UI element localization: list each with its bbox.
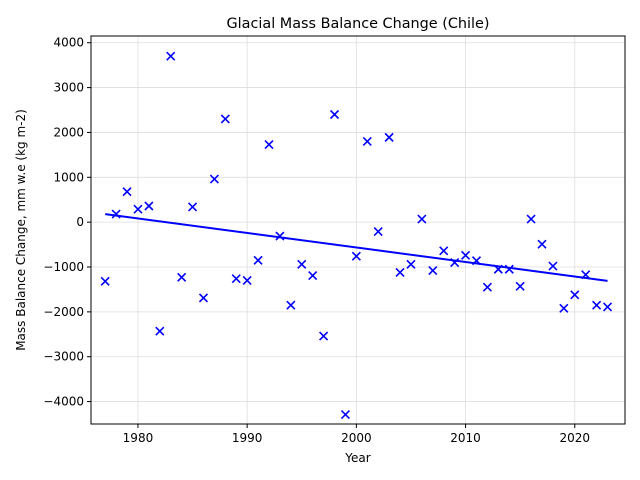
y-tick-label: 1000 — [53, 170, 84, 184]
data-point — [340, 410, 351, 420]
data-point — [220, 114, 230, 124]
data-point — [155, 326, 165, 336]
grid-lines — [91, 36, 625, 424]
data-point — [362, 136, 372, 146]
x-tick-label: 1990 — [232, 431, 263, 445]
data-point — [231, 274, 241, 284]
data-point — [406, 259, 416, 269]
data-point — [602, 302, 613, 312]
x-tick-label: 1980 — [123, 431, 154, 445]
data-point — [471, 256, 482, 266]
data-point — [177, 272, 187, 282]
data-point — [526, 214, 536, 224]
x-axis-label: Year — [344, 451, 370, 465]
data-point — [537, 239, 547, 249]
trend-line — [105, 213, 608, 282]
y-tick-label: −1000 — [43, 260, 84, 274]
data-point — [198, 293, 209, 303]
data-point — [384, 132, 394, 142]
data-point — [373, 227, 383, 237]
y-axis-ticks: −4000 −3000 −2000 −1000 0 1000 2000 3000 4000 — [43, 36, 91, 409]
data-point — [504, 264, 514, 274]
data-point — [439, 246, 449, 256]
data-point — [570, 290, 580, 300]
data-point — [111, 209, 121, 219]
y-tick-label: 0 — [76, 215, 84, 229]
x-tick-label: 2020 — [559, 431, 590, 445]
data-point — [460, 250, 471, 260]
data-point — [264, 139, 274, 150]
data-point — [559, 303, 569, 313]
x-tick-label: 2010 — [450, 431, 481, 445]
data-point — [395, 267, 405, 277]
data-point — [308, 270, 318, 281]
y-tick-label: 2000 — [53, 125, 84, 139]
data-point — [482, 282, 492, 292]
data-point — [493, 264, 503, 274]
data-point — [450, 257, 460, 268]
data-point — [209, 174, 219, 184]
data-point — [515, 281, 525, 291]
data-point — [122, 187, 132, 197]
data-point — [253, 255, 263, 265]
data-point — [166, 51, 176, 61]
y-tick-label: −3000 — [43, 350, 84, 364]
y-tick-label: 4000 — [53, 36, 84, 50]
data-point — [592, 300, 602, 310]
data-point — [548, 261, 558, 271]
plot-frame — [90, 35, 626, 425]
data-point — [297, 259, 307, 269]
x-axis-ticks: 1980 1990 2000 2010 2020 — [123, 424, 590, 445]
data-point — [428, 266, 438, 276]
data-point — [319, 331, 329, 341]
trend-line-group — [105, 213, 608, 282]
data-point — [329, 109, 340, 120]
y-tick-label: −4000 — [43, 395, 84, 409]
data-point — [286, 300, 296, 310]
data-point — [100, 276, 110, 286]
data-point — [351, 251, 361, 261]
x-tick-label: 2000 — [341, 431, 372, 445]
y-tick-label: −2000 — [43, 305, 84, 319]
data-point — [144, 201, 154, 211]
y-tick-label: 3000 — [53, 81, 84, 95]
data-point — [581, 270, 591, 280]
data-point — [275, 231, 285, 241]
data-points — [100, 51, 613, 420]
y-axis-label: Mass Balance Change, mm w.e (kg m-2) — [14, 109, 28, 351]
data-point — [417, 214, 427, 224]
data-point — [242, 275, 252, 286]
data-point — [133, 204, 143, 214]
chart-title: Glacial Mass Balance Change (Chile) — [227, 16, 490, 32]
data-point — [187, 202, 198, 212]
